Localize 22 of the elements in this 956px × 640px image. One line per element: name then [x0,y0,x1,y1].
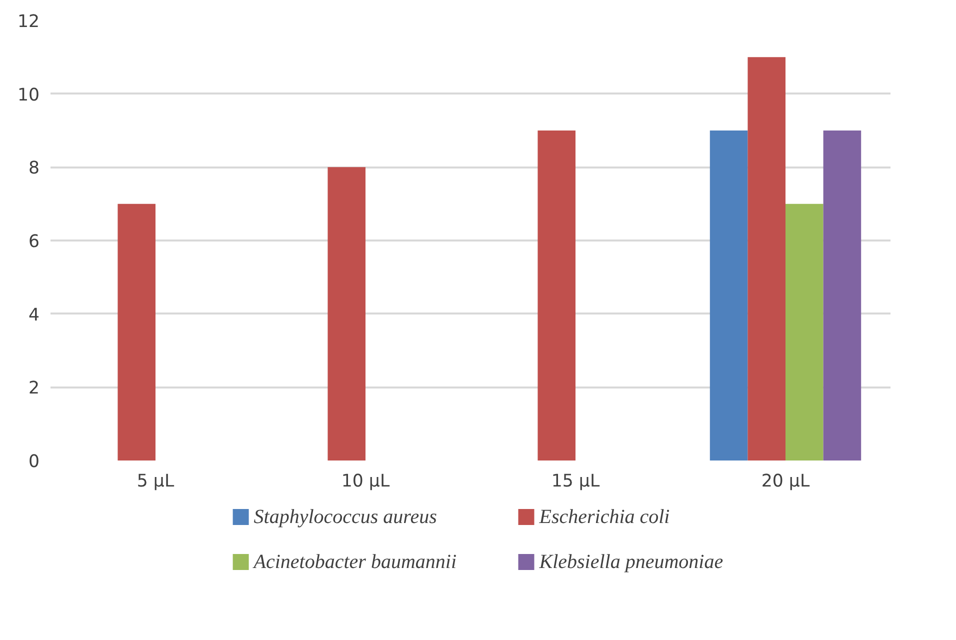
x-tick-label: 15 µL [551,472,600,492]
x-tick-label: 10 µL [341,472,390,492]
y-tick-label: 2 [28,378,40,399]
y-tick-label: 4 [28,305,40,326]
bar [786,204,824,460]
legend-label: Staphylococcus aureus [254,506,438,528]
x-tick-label: 20 µL [761,472,810,492]
bar [328,167,366,460]
bar [823,130,862,460]
y-tick-label: 12 [17,12,40,32]
x-tick-label: 5 µL [136,472,174,492]
bar [118,204,156,460]
bar [748,57,786,460]
bar [710,130,748,460]
legend-label: Klebsiella pneumoniae [538,551,724,573]
y-tick-label: 0 [28,452,40,472]
legend-label: Acinetobacter baumannii [252,551,457,573]
y-tick-label: 8 [28,158,40,179]
legend-label: Escherichia coli [538,506,670,528]
y-tick-label: 6 [28,232,40,252]
y-tick-label: 10 [17,85,40,106]
bar [538,130,576,460]
